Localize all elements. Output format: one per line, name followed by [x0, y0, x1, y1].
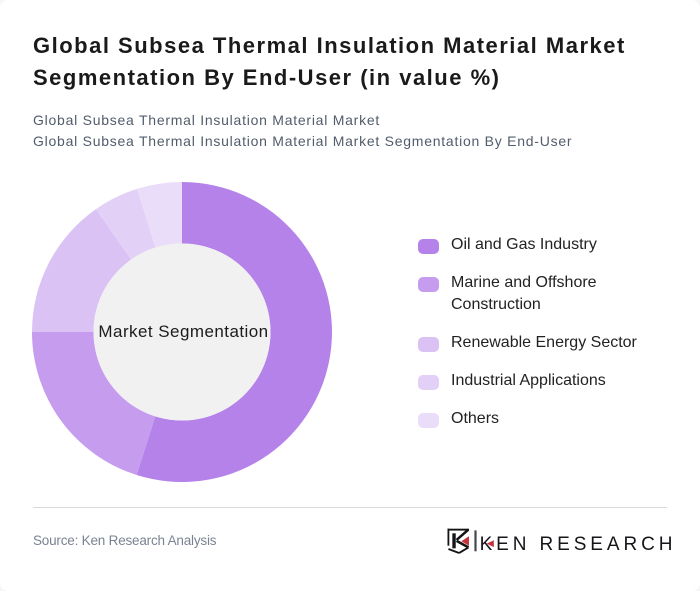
svg-text:KEN RESEARCH: KEN RESEARCH	[480, 534, 674, 555]
